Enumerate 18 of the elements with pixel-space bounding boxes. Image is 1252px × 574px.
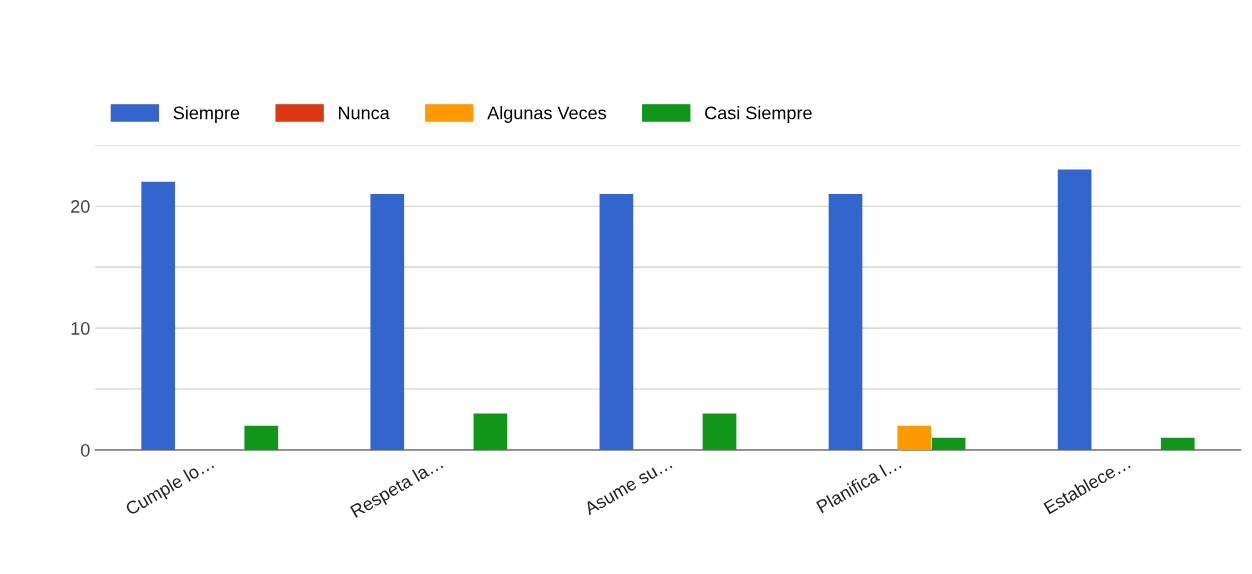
bar [897,425,932,451]
y-tick-label: 20 [71,200,90,213]
bar [141,181,175,451]
bar [702,413,737,451]
legend-label: Casi Siempre [705,106,812,123]
bar [599,193,634,451]
bar [370,193,405,451]
bar [473,413,508,451]
legend-label: Algunas Veces [487,106,607,123]
y-tick-label: 10 [71,322,90,335]
y-tick-label: 0 [80,443,90,457]
legend-label: Siempre [173,106,240,123]
bar [828,193,863,451]
bar [1160,437,1195,451]
bar [931,437,966,451]
bar [1057,169,1092,451]
legend-label: Nunca [339,106,390,120]
bar [244,425,279,451]
